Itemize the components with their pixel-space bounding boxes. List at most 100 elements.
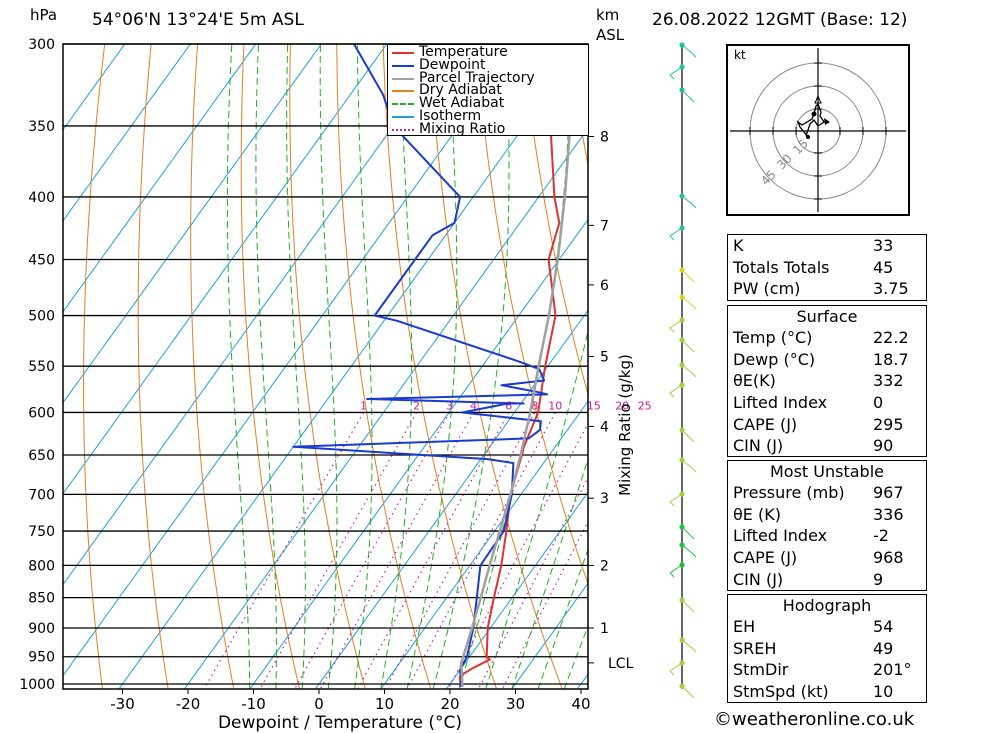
panel-row-value: 33 bbox=[873, 236, 894, 255]
dry-adiabat-line bbox=[336, 44, 432, 689]
hodograph-plot: kt 15 30 45 bbox=[730, 48, 906, 212]
panel-row: CAPE (J) 295 bbox=[728, 414, 926, 436]
panel-row-label: Dewp (°C) bbox=[733, 349, 816, 369]
height-tick-label: 8 bbox=[600, 129, 609, 145]
panel-title: Most Unstable bbox=[770, 462, 884, 481]
panel-row: K 33 bbox=[728, 235, 926, 257]
temperature-tick-label: -10 bbox=[241, 695, 266, 713]
isotherm-line bbox=[118, 44, 584, 689]
series-parcel-trajectory bbox=[460, 44, 575, 687]
wet-adiabat-line bbox=[406, 44, 458, 689]
panel-row-value: 967 bbox=[873, 483, 904, 502]
panel-row: SREH 49 bbox=[728, 638, 926, 660]
height-tick-label: 1 bbox=[600, 621, 609, 637]
panel-row-value: 9 bbox=[873, 569, 884, 589]
panel-row-label: StmDir bbox=[733, 660, 789, 680]
dry-adiabat-line bbox=[382, 44, 498, 689]
legend-item: Mixing Ratio bbox=[388, 122, 588, 136]
height-asl-label: ASL bbox=[596, 26, 625, 44]
panel-row-label: CIN (J) bbox=[733, 436, 784, 456]
panel-row-label: StmSpd (kt) bbox=[733, 682, 829, 702]
wet-adiabat-line bbox=[380, 44, 413, 689]
pressure-tick-label: 900 bbox=[28, 621, 55, 637]
dry-adiabat-line bbox=[190, 44, 235, 689]
legend-label: Isotherm bbox=[419, 107, 482, 124]
panel-row: CIN (J) 9 bbox=[728, 569, 926, 591]
mixing-ratio-label: 10 bbox=[548, 400, 562, 413]
panel-row: Dewp (°C) 18.7 bbox=[728, 349, 926, 371]
legend-item: Isotherm bbox=[388, 107, 588, 124]
panel-row: Lifted Index 0 bbox=[728, 392, 926, 414]
mixing-ratio-label: 15 bbox=[587, 400, 601, 413]
temperature-tick-label: 40 bbox=[571, 695, 590, 713]
mixing-ratio-axis-title: Mixing Ratio (g/kg) bbox=[616, 354, 634, 496]
wind-barb bbox=[681, 639, 697, 653]
mixing-ratio-label: 8 bbox=[531, 400, 538, 413]
isotherm-line bbox=[63, 44, 519, 677]
height-tick-label: 4 bbox=[600, 419, 609, 435]
mixing-ratio-label: 2 bbox=[413, 400, 420, 413]
temperature-tick-label: 30 bbox=[506, 695, 525, 713]
legend-item: Dewpoint bbox=[388, 56, 588, 73]
surface-panel: Surface Temp (°C) 22.2 Dewp (°C) 18.7 θE(K) 33… bbox=[727, 305, 927, 457]
dry-adiabat-line bbox=[83, 44, 106, 689]
plot-frame bbox=[62, 43, 589, 690]
legend-label: Dewpoint bbox=[419, 56, 486, 73]
panel-row-value: 45 bbox=[873, 257, 894, 277]
mixing-ratio-label: 1 bbox=[360, 400, 367, 413]
panel-row: θE(K) 332 bbox=[728, 370, 926, 392]
height-tick-label: 6 bbox=[600, 278, 609, 294]
panel-row-value: 332 bbox=[873, 371, 904, 391]
copyright-footer: ©weatheronline.co.uk bbox=[714, 709, 915, 730]
legend-swatch bbox=[392, 90, 414, 93]
panel-row-label: θE (K) bbox=[733, 504, 781, 524]
wet-adiabat-line bbox=[354, 44, 373, 689]
temperature-tick-label: 0 bbox=[314, 695, 324, 713]
temperature-tick-label: 20 bbox=[440, 695, 459, 713]
isotherm-line bbox=[380, 400, 588, 689]
x-axis-title: Dewpoint / Temperature (°C) bbox=[218, 713, 462, 733]
wind-barb bbox=[669, 384, 683, 398]
wind-barb bbox=[681, 296, 697, 310]
isotherm-line bbox=[249, 218, 588, 689]
pressure-tick-label: 700 bbox=[28, 487, 55, 503]
hodograph-trace bbox=[796, 102, 825, 138]
mixing-ratio-line bbox=[477, 476, 588, 689]
wet-adiabat-line bbox=[226, 44, 251, 689]
panel-row: CIN (J) 90 bbox=[728, 435, 926, 457]
panel-row-value: 968 bbox=[873, 548, 904, 568]
isotherm-line bbox=[63, 44, 388, 495]
panel-row: Pressure (mb) 967 bbox=[728, 482, 926, 504]
legend-swatch bbox=[392, 115, 414, 118]
isotherm-line bbox=[63, 44, 257, 313]
wet-adiabat-line bbox=[286, 44, 306, 689]
panel-row-value: 18.7 bbox=[873, 349, 909, 369]
dry-adiabat-line bbox=[987, 44, 1000, 689]
wind-barb bbox=[669, 564, 683, 578]
panel-row-value: 54 bbox=[873, 617, 894, 636]
panel-row-label: PW (cm) bbox=[733, 279, 801, 299]
isotherm-line bbox=[511, 582, 588, 689]
wind-barb bbox=[681, 364, 697, 378]
mixing-ratio-line bbox=[501, 520, 588, 689]
panel-row-value: -2 bbox=[873, 526, 889, 546]
panel-row-label: Totals Totals bbox=[733, 257, 830, 277]
panel-row: Lifted Index -2 bbox=[728, 525, 926, 547]
pressure-tick-label: 950 bbox=[28, 650, 55, 666]
isotherm-line bbox=[63, 44, 322, 404]
panel-row-value: 3.75 bbox=[873, 279, 909, 299]
dry-adiabat-line bbox=[289, 44, 366, 689]
legend-swatch bbox=[392, 77, 414, 80]
height-unit-label: km bbox=[596, 6, 620, 24]
legend-label: Wet Adiabat bbox=[419, 95, 505, 112]
wind-barb bbox=[681, 526, 695, 540]
panel-row: PW (cm) 3.75 bbox=[728, 278, 926, 300]
panel-row: θE (K) 336 bbox=[728, 504, 926, 526]
dry-adiabat-line bbox=[240, 44, 301, 689]
height-tick-label: 5 bbox=[600, 349, 609, 365]
hodograph-unit: kt bbox=[734, 48, 746, 62]
dry-adiabat-line bbox=[522, 44, 588, 397]
chart-legend: Temperature Dewpoint Parcel Trajectory Dry … bbox=[387, 44, 589, 136]
wind-barb bbox=[681, 429, 695, 443]
pressure-tick-label: 600 bbox=[28, 405, 55, 421]
